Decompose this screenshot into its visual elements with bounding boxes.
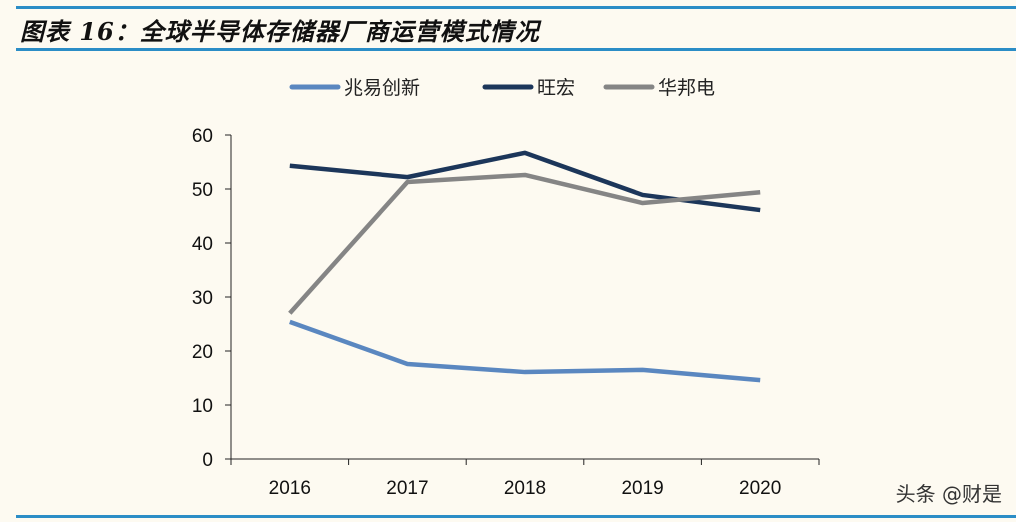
top-rule <box>16 6 1016 9</box>
y-tick-label: 20 <box>192 342 213 363</box>
x-tick-label: 2020 <box>739 478 781 499</box>
y-tick-label: 50 <box>192 180 213 201</box>
bottom-rule <box>16 515 1016 518</box>
y-tick-label: 0 <box>202 450 213 471</box>
legend-label: 旺宏 <box>537 77 575 99</box>
x-tick-label: 2016 <box>269 478 311 499</box>
x-tick-label: 2017 <box>386 478 428 499</box>
x-tick-label: 2019 <box>621 478 663 499</box>
y-tick-label: 10 <box>192 396 213 417</box>
watermark: 头条 @财是 <box>895 482 1002 506</box>
y-tick-label: 30 <box>192 288 213 309</box>
title-rule <box>16 48 1016 51</box>
series-line-0 <box>289 319 761 383</box>
legend-label: 兆易创新 <box>344 77 420 99</box>
series-line-1 <box>289 150 761 213</box>
legend-label: 华邦电 <box>658 77 715 99</box>
y-tick-label: 40 <box>192 234 213 255</box>
x-tick-label: 2018 <box>504 478 546 499</box>
figure-title: 图表 16：全球半导体存储器厂商运营模式情况 <box>20 17 540 46</box>
y-tick-label: 60 <box>192 126 213 147</box>
series-line-2 <box>288 172 761 315</box>
